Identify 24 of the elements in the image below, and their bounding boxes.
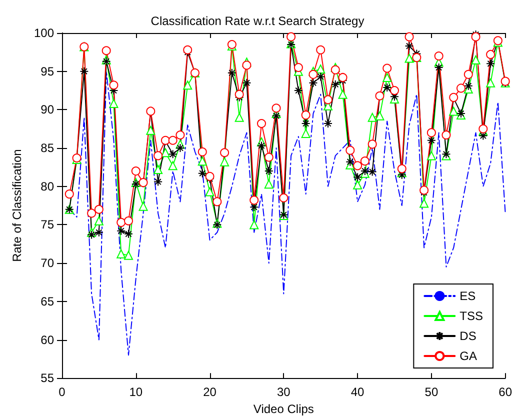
y-tick-label: 55 [40,371,54,386]
y-tick-label: 95 [40,64,54,78]
y-tick-label: 70 [40,256,54,270]
y-tick-label: 60 [40,332,54,347]
legend-label: GA [460,349,478,363]
x-tick-label: 10 [129,385,143,400]
y-tick-label: 100 [34,26,54,40]
x-tick-label: 0 [58,385,66,400]
y-axis-title: Rate of Classification [10,149,24,262]
x-tick-label: 60 [498,385,512,400]
y-tick-label: 85 [40,141,54,156]
legend-label: DS [460,329,476,343]
chart-title: Classification Rate w.r.t Search Strategy [150,14,364,28]
legend-label: TSS [460,309,484,323]
y-tick-label: 80 [40,179,54,194]
x-tick-label: 20 [203,385,217,400]
x-tick-label: 40 [350,385,365,400]
y-tick-label: 90 [40,102,54,117]
x-tick-label: 30 [276,385,291,400]
x-tick-label: 50 [424,385,438,400]
legend-label: ES [460,289,476,303]
y-tick-label: 75 [40,218,54,232]
x-axis-title: Video Clips [253,402,314,416]
y-tick-label: 65 [40,294,54,308]
